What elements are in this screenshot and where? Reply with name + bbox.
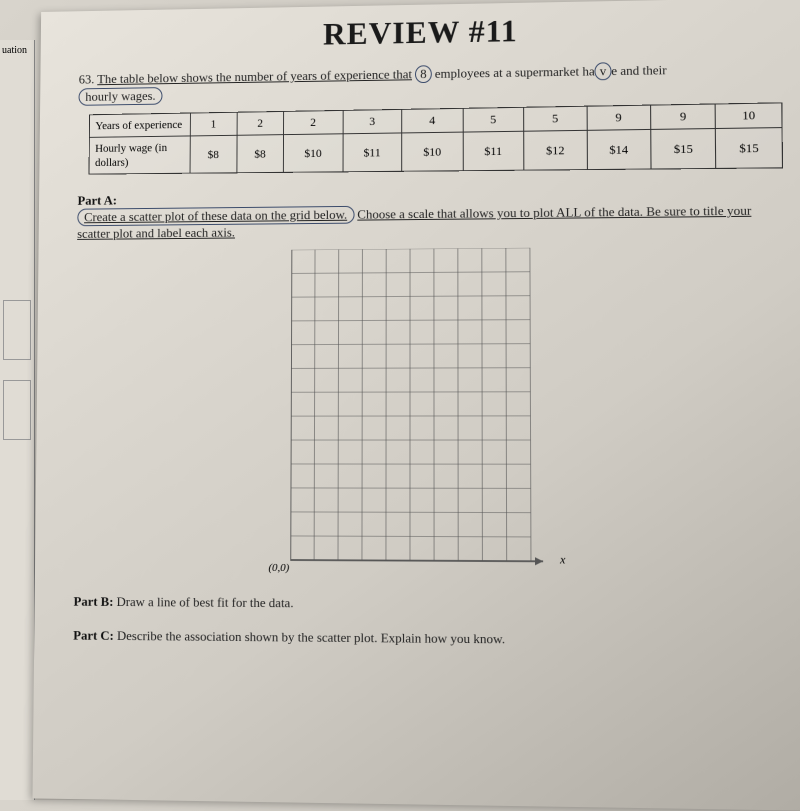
cell: 9 [651,104,716,129]
margin-box [3,300,31,360]
cell: 3 [343,109,402,133]
q-text-a: The table below shows the number of year… [97,67,412,87]
worksheet-page: REVIEW #11 63. The table below shows the… [32,0,800,811]
cell: 5 [463,107,524,132]
q-number: 63. [79,72,95,87]
part-a-label: Part A: [77,193,117,208]
part-b-label: Part B: [74,594,114,609]
cell: $10 [402,132,463,171]
part-b: Part B: Draw a line of best fit for the … [74,594,778,615]
cell: 9 [587,105,651,130]
cell: 1 [190,112,236,136]
part-c-label: Part C: [73,628,114,643]
blank-grid [290,248,551,572]
left-margin: uation [0,40,35,800]
row-label: Hourly wage (in dollars) [89,136,190,174]
circled-v: v [595,62,612,80]
part-b-text: Draw a line of best fit for the data. [117,594,294,610]
cell: 2 [237,111,284,135]
sidebar-label: uation [2,45,27,56]
cell: 2 [284,110,343,134]
question-text: 63. The table below shows the number of … [78,60,771,106]
cell: $11 [463,131,524,171]
data-table: Years of experience 1 2 2 3 4 5 5 9 9 10… [89,102,783,174]
q-text-b: employees at a supermarket ha [435,64,595,81]
cell: 4 [402,108,463,133]
cell: $10 [283,134,342,173]
cell: $11 [343,133,402,172]
part-a-oval: Create a scatter plot of these data on t… [77,206,354,226]
part-c: Part C: Describe the association shown b… [73,628,778,650]
row-label: Years of experience [89,113,190,137]
origin-label: (0,0) [268,562,289,574]
cell: $14 [587,129,651,169]
cell: $8 [190,135,237,173]
x-axis-label: x [560,552,565,567]
circled-count: 8 [415,65,431,83]
cell: 5 [524,106,587,131]
oval-hourly-wages: hourly wages. [78,87,162,106]
part-a: Part A: Create a scatter plot of these d… [77,185,773,241]
cell: $15 [716,128,783,169]
grid-container: (0,0) x [74,246,777,578]
margin-box [3,380,31,440]
cell: $12 [524,130,587,170]
cell: $15 [651,129,716,170]
page-title: REVIEW #11 [79,8,771,57]
part-c-text: Describe the association shown by the sc… [117,628,505,646]
cell: 10 [716,103,782,129]
grid-wrap: (0,0) x [290,248,551,572]
cell: $8 [236,135,283,173]
q-text-c: e and their [611,62,666,78]
